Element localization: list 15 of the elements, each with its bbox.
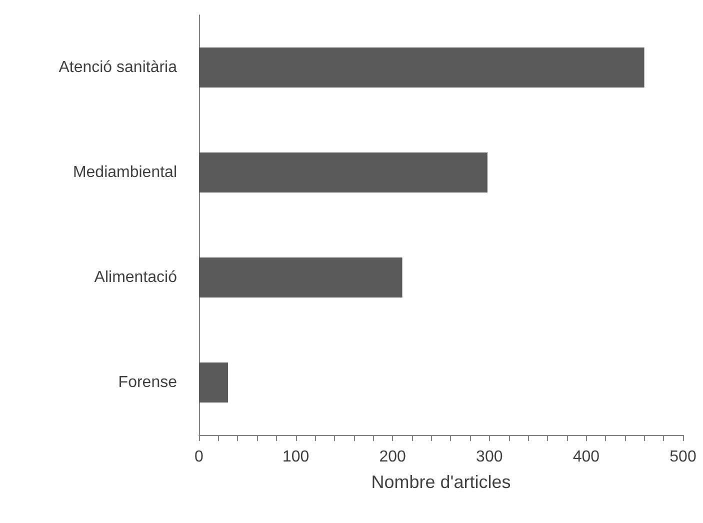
y-tick-label: Forense — [118, 374, 178, 391]
x-tick-label: 300 — [476, 448, 503, 466]
x-tick-label: 100 — [282, 448, 310, 466]
y-tick-label: Alimentació — [94, 269, 178, 286]
bar — [199, 258, 402, 298]
y-tick-label: Mediambiental — [72, 164, 177, 181]
x-tick-label: 400 — [572, 448, 600, 466]
bar — [199, 362, 228, 402]
x-tick-label: 200 — [379, 448, 406, 466]
bar — [199, 152, 488, 192]
y-tick-label: Atenció sanitària — [58, 59, 178, 76]
bar — [199, 48, 644, 88]
x-tick-label: 0 — [194, 448, 204, 466]
x-axis-title: Nombre d'articles — [371, 472, 511, 492]
x-tick-label: 500 — [670, 448, 696, 466]
